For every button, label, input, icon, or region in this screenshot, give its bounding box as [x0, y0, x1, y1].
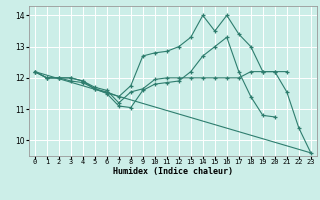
X-axis label: Humidex (Indice chaleur): Humidex (Indice chaleur) [113, 167, 233, 176]
